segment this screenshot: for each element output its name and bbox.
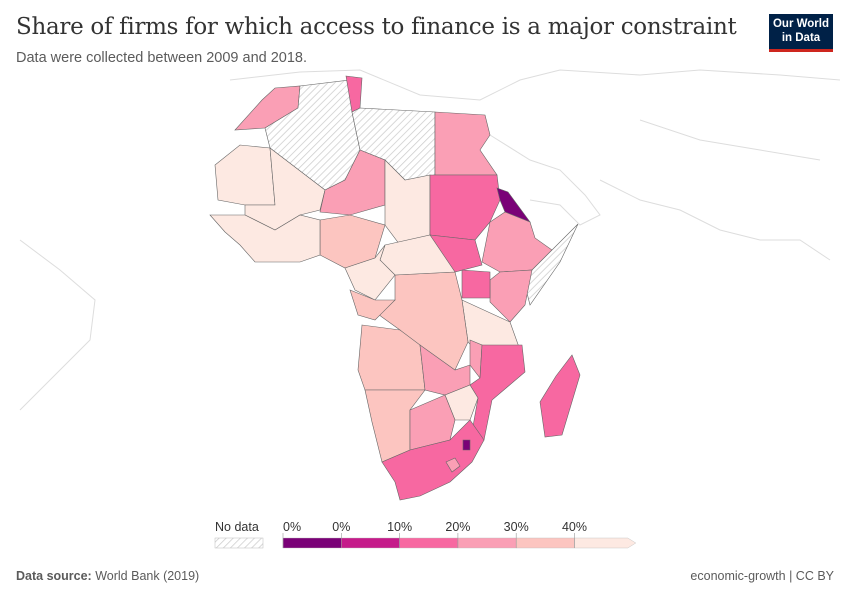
country-uganda[interactable]	[461, 269, 491, 299]
source-text: World Bank (2019)	[95, 569, 200, 583]
country-cameroon[interactable]	[344, 244, 396, 301]
legend-bin[interactable]	[516, 537, 575, 549]
legend-tick-label: 20%	[445, 520, 470, 534]
footer-license[interactable]: economic-growth | CC BY	[690, 569, 834, 583]
country-congo-gabon[interactable]	[349, 289, 396, 321]
legend-bin[interactable]	[341, 537, 400, 549]
chart-title: Share of firms for which access to finan…	[16, 14, 737, 40]
country-south-africa[interactable]	[381, 419, 485, 501]
footer-source: Data source: World Bank (2019)	[16, 569, 199, 583]
owid-logo[interactable]: Our World in Data	[769, 14, 833, 52]
logo-text: Our World in Data	[772, 18, 829, 44]
background-land	[19, 69, 841, 411]
country-madagascar[interactable]	[539, 354, 581, 438]
source-label: Data source:	[16, 569, 92, 583]
legend-no-data-swatch	[214, 537, 264, 549]
country-mauritania[interactable]	[214, 144, 276, 206]
legend-tick-label: 30%	[504, 520, 529, 534]
country-egypt[interactable]	[434, 111, 498, 176]
legend-bin[interactable]	[282, 537, 342, 549]
chart-subtitle: Data were collected between 2009 and 201…	[16, 50, 308, 66]
legend-tick-label: 0%	[332, 520, 350, 534]
legend: No data 0% 0% 10% 20% 30% 40%	[214, 520, 637, 549]
country-kenya[interactable]	[489, 269, 533, 323]
legend-tick-label: 10%	[387, 520, 412, 534]
legend-no-data-label: No data	[215, 520, 259, 534]
legend-tick-label: 40%	[562, 520, 587, 534]
country-eswatini[interactable]	[462, 439, 471, 451]
legend-bin[interactable]	[399, 537, 459, 549]
legend-bin[interactable]	[574, 537, 637, 549]
country-west-africa[interactable]	[209, 214, 321, 263]
legend-bin[interactable]	[457, 537, 517, 549]
country-lesotho[interactable]	[445, 457, 461, 473]
legend-tick-label: 0%	[283, 520, 301, 534]
